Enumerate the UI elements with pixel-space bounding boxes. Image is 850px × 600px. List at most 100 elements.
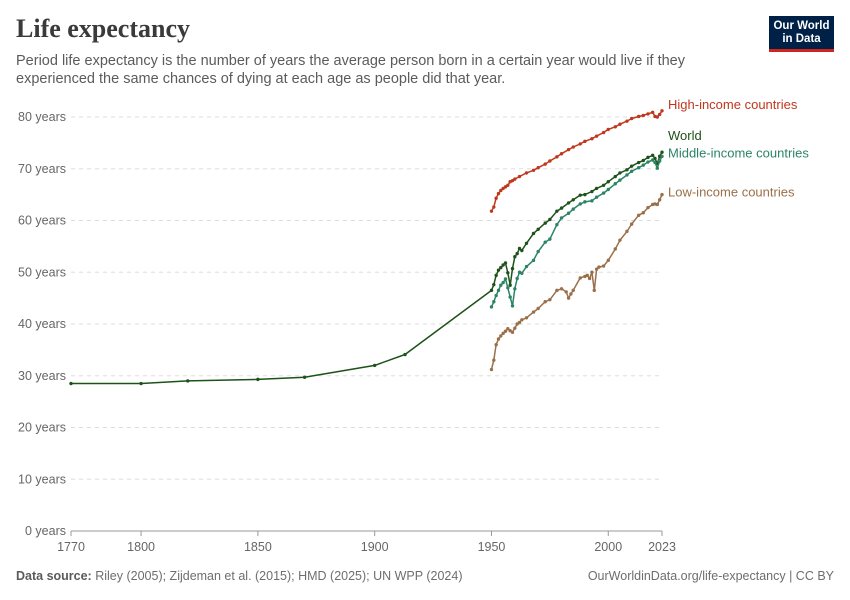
series-label-middle-income-countries: Middle-income countries [668, 145, 809, 160]
data-point-low-income-countries [613, 247, 617, 251]
data-point-world [536, 227, 540, 231]
data-point-middle-income-countries [503, 277, 508, 281]
data-point-high-income-countries [629, 116, 634, 121]
data-point-low-income-countries [646, 205, 650, 210]
data-point-world [510, 266, 515, 271]
data-point-world [69, 381, 73, 386]
data-point-world [499, 265, 503, 270]
data-point-low-income-countries [501, 331, 505, 336]
data-point-low-income-countries [496, 337, 501, 341]
data-point-high-income-countries [625, 119, 629, 123]
y-tick-label: 0 years [25, 524, 66, 538]
series-label-high-income-countries: High-income countries [668, 97, 798, 112]
data-point-low-income-countries [536, 306, 540, 311]
data-point-world [613, 174, 617, 179]
data-point-middle-income-countries [515, 276, 519, 281]
data-point-middle-income-countries [594, 195, 599, 199]
data-point-world [506, 271, 510, 275]
data-point-low-income-countries [506, 326, 510, 331]
data-point-low-income-countries [594, 267, 599, 271]
data-point-world [508, 283, 512, 287]
data-point-middle-income-countries [510, 304, 515, 308]
data-point-low-income-countries [660, 192, 664, 197]
data-point-high-income-countries [506, 183, 510, 188]
y-tick-label: 80 years [18, 110, 66, 124]
data-point-low-income-countries [629, 222, 634, 226]
source-url-link[interactable]: OurWorldinData.org/life-expectancy | CC … [587, 569, 834, 583]
data-point-world [403, 352, 407, 357]
data-source-label: Data source: [16, 569, 92, 583]
data-point-low-income-countries [520, 318, 524, 322]
data-point-high-income-countries [657, 112, 662, 117]
data-point-high-income-countries [650, 110, 655, 115]
data-point-middle-income-countries [531, 258, 536, 263]
data-point-low-income-countries [494, 343, 498, 347]
data-point-world [660, 150, 664, 154]
data-point-high-income-countries [555, 155, 559, 159]
data-point-world [548, 217, 552, 222]
data-point-world [503, 261, 508, 265]
data-point-low-income-countries [492, 358, 496, 362]
data-point-middle-income-countries [578, 202, 582, 206]
data-point-middle-income-countries [508, 295, 512, 299]
data-point-world [186, 379, 190, 383]
data-point-middle-income-countries [571, 207, 575, 211]
data-point-world [646, 155, 650, 160]
data-source-text: Riley (2005); Zijdeman et al. (2015); HM… [95, 569, 463, 583]
data-point-low-income-countries [587, 276, 592, 281]
data-point-world [583, 192, 587, 197]
data-point-high-income-countries [524, 171, 529, 175]
data-point-middle-income-countries [566, 211, 571, 215]
data-point-middle-income-countries [650, 158, 655, 162]
owid-logo[interactable]: Our World in Data [769, 16, 834, 52]
data-point-world [513, 255, 517, 259]
data-point-world [618, 171, 622, 175]
data-point-low-income-countries [524, 316, 529, 320]
data-point-world [566, 201, 571, 205]
data-point-low-income-countries [531, 310, 536, 314]
data-point-world [139, 381, 143, 386]
data-point-high-income-countries [646, 112, 650, 116]
data-point-world [543, 221, 547, 225]
data-point-low-income-countries [503, 329, 508, 333]
data-point-middle-income-countries [492, 300, 496, 304]
data-point-middle-income-countries [641, 163, 646, 167]
data-point-middle-income-countries [636, 166, 641, 170]
data-point-low-income-countries [597, 265, 601, 269]
data-point-low-income-countries [571, 288, 575, 293]
data-point-middle-income-countries [625, 173, 629, 177]
x-tick-label: 1770 [57, 540, 85, 554]
data-point-low-income-countries [590, 270, 594, 274]
data-point-high-income-countries [583, 139, 587, 144]
data-point-low-income-countries [569, 292, 573, 296]
data-point-world [657, 154, 662, 159]
data-point-high-income-countries [517, 174, 522, 179]
data-point-low-income-countries [517, 320, 522, 325]
data-point-middle-income-countries [657, 159, 662, 163]
data-point-world [571, 198, 575, 202]
data-point-high-income-countries [578, 142, 582, 146]
data-point-world [494, 273, 498, 278]
data-point-middle-income-countries [543, 240, 547, 244]
data-point-high-income-countries [601, 130, 606, 135]
data-point-world [650, 153, 655, 157]
data-point-world [590, 189, 594, 194]
data-point-middle-income-countries [601, 191, 606, 195]
y-tick-label: 10 years [18, 472, 66, 486]
data-point-middle-income-countries [583, 200, 587, 204]
series-layer [69, 109, 664, 386]
y-tick-label: 40 years [18, 317, 66, 331]
data-point-high-income-countries [571, 145, 575, 149]
data-point-world [517, 246, 522, 251]
data-point-low-income-countries [566, 296, 571, 300]
series-label-world: World [668, 128, 702, 143]
series-label-layer: High-income countries World Middle-income … [668, 97, 809, 200]
data-point-low-income-countries [559, 287, 564, 291]
data-point-world [372, 363, 377, 368]
y-tick-label: 70 years [18, 162, 66, 176]
data-source: Data source: Riley (2005); Zijdeman et a… [16, 569, 463, 583]
data-point-low-income-countries [636, 213, 641, 218]
data-point-world [531, 231, 536, 236]
grid-layer [71, 116, 662, 480]
